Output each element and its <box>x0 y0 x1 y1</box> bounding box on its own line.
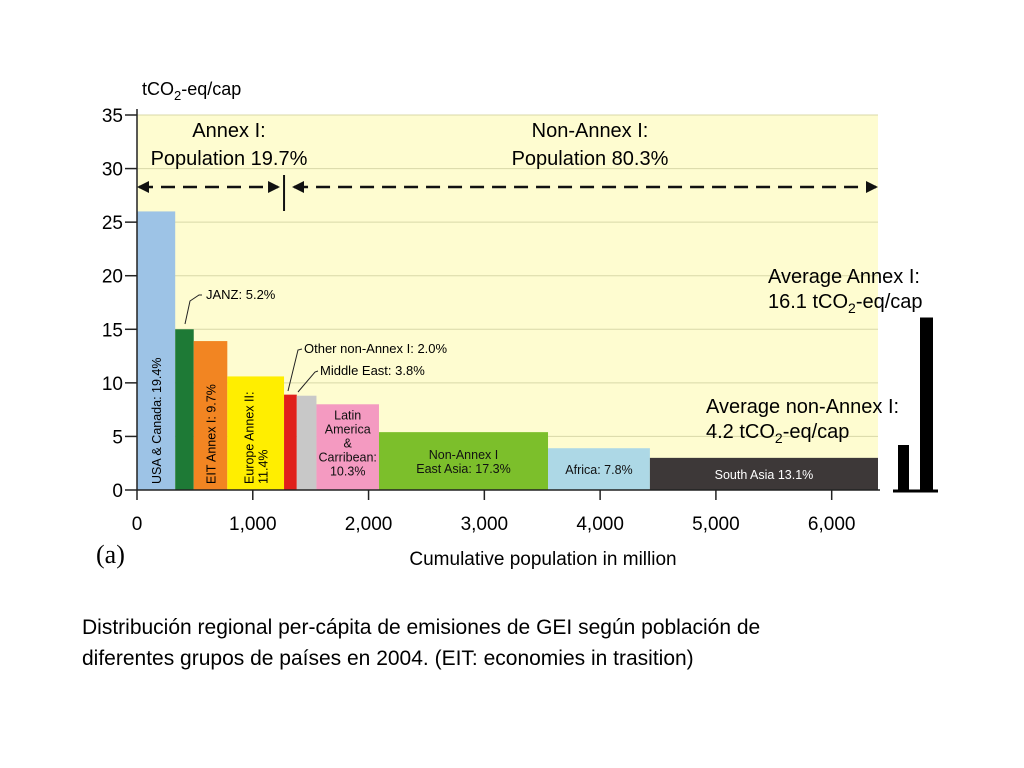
bar-label-3: Europe Annex II: 11.4% <box>243 392 271 484</box>
bar-label-line-2-0: EIT Annex I: 9.7% <box>205 384 219 484</box>
x-axis-label: Cumulative population in million <box>409 549 676 570</box>
bar-4 <box>284 394 297 490</box>
bar-labels: USA & Canada: 19.4% EIT Annex I: 9.7% Euro… <box>150 287 813 484</box>
averages-group: Average Annex I: 16.1 tCO2-eq/cap Average … <box>706 266 938 493</box>
y-tick-label-10: 10 <box>102 374 123 395</box>
caption-line-2: diferentes grupos de países en 2004. (EI… <box>82 647 694 670</box>
bar-7 <box>378 432 549 490</box>
x-tick-label-6,000: 6,000 <box>808 514 856 535</box>
callout-line-4 <box>287 348 303 392</box>
y-tick-label-30: 30 <box>102 160 123 181</box>
x-tick-label-0: 0 <box>132 514 143 535</box>
y-tick-label-35: 35 <box>102 106 123 127</box>
bar-label-6-4: 10.3% <box>330 464 365 478</box>
callout-line-5 <box>297 370 319 393</box>
x-tick-label-2,000: 2,000 <box>345 514 393 535</box>
bar-5 <box>296 395 317 490</box>
x-tick-label-4,000: 4,000 <box>576 514 624 535</box>
y-tick-label-20: 20 <box>102 267 123 288</box>
average-title-0: Average Annex I: <box>768 266 920 288</box>
bar-6 <box>316 404 379 490</box>
bar-label-2: EIT Annex I: 9.7% <box>205 384 219 484</box>
emissions-chart: 0 5 10 15 20 25 30 35 0 1,000 2,000 3,000 4,000 5,000… <box>96 79 938 570</box>
bar-label-7-1: East Asia: 17.3% <box>416 462 511 476</box>
bar-label-9-0: South Asia 13.1% <box>715 468 814 482</box>
group-arrows: Annex I: Population 19.7% Non-Annex I: Popu… <box>137 120 878 211</box>
x-tick-label-1,000: 1,000 <box>229 514 277 535</box>
x-tick-label-5,000: 5,000 <box>692 514 740 535</box>
panel-label: (a) <box>96 540 125 569</box>
group-title-0: Annex I: <box>192 120 265 142</box>
bar-label-6-1: America <box>325 422 371 436</box>
bar-8 <box>548 448 650 490</box>
bar-label-6-3: Carribean: <box>319 450 377 464</box>
bar-label-6-2: & <box>344 436 353 450</box>
bar-label-line-3-1: 11.4% <box>257 449 271 484</box>
bar-label-line-3-0: Europe Annex II: <box>243 392 257 484</box>
average-bar-1 <box>898 445 909 490</box>
average-bar-0 <box>920 317 933 490</box>
callout-label-5: Middle East: 3.8% <box>320 363 425 378</box>
axes: 0 5 10 15 20 25 30 35 0 1,000 2,000 3,000 4,000 5,000… <box>102 106 880 535</box>
x-tick-label-3,000: 3,000 <box>461 514 509 535</box>
bar-2 <box>193 341 228 490</box>
y-axis-label: tCO2-eq/cap <box>142 79 241 103</box>
callout-label-4: Other non-Annex I: 2.0% <box>304 341 448 356</box>
bar-3 <box>227 376 285 490</box>
group-title-1: Non-Annex I: <box>532 120 649 142</box>
group-subtitle-1: Population 80.3% <box>512 148 669 170</box>
average-value-0: 16.1 tCO2-eq/cap <box>768 291 923 316</box>
caption: Distribución regional per-cápita de emis… <box>82 612 962 674</box>
bar-9 <box>649 457 878 490</box>
y-tick-label-0: 0 <box>112 481 123 502</box>
bar-1 <box>175 329 194 490</box>
y-tick-label-5: 5 <box>112 427 123 448</box>
bar-label-7-0: Non-Annex I <box>429 448 498 462</box>
bar-label-6-0: Latin <box>334 408 361 422</box>
average-value-1: 4.2 tCO2-eq/cap <box>706 421 849 446</box>
y-tick-label-25: 25 <box>102 213 123 234</box>
group-subtitle-0: Population 19.7% <box>151 148 308 170</box>
bars-group <box>137 211 878 490</box>
bar-label-8-0: Africa: 7.8% <box>565 463 632 477</box>
caption-line-1: Distribución regional per-cápita de emis… <box>82 616 761 639</box>
average-title-1: Average non-Annex I: <box>706 396 899 418</box>
callout-label-1: JANZ: 5.2% <box>206 287 276 302</box>
bar-label-0: USA & Canada: 19.4% <box>150 358 164 484</box>
y-tick-label-15: 15 <box>102 320 123 341</box>
bar-label-line-0-0: USA & Canada: 19.4% <box>150 358 164 484</box>
callout-line-1 <box>184 294 202 325</box>
bar-0 <box>137 211 176 490</box>
